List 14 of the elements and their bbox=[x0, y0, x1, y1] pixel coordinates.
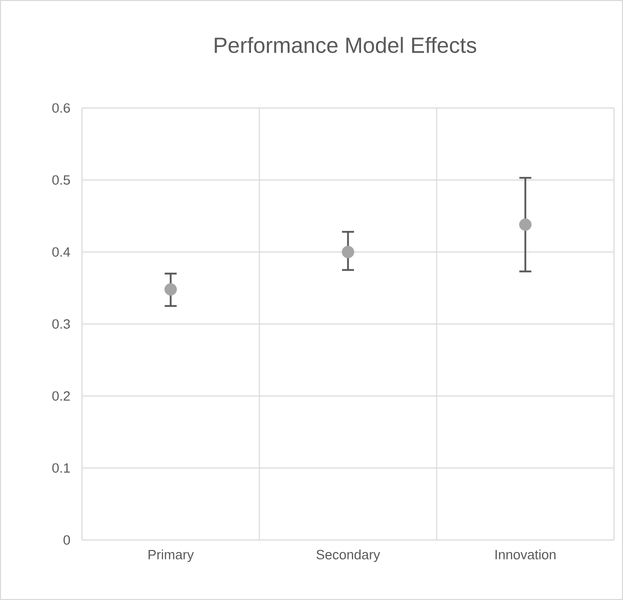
point bbox=[342, 246, 354, 258]
point bbox=[164, 283, 177, 296]
y-tick-label: 0.5 bbox=[52, 175, 70, 185]
y-tick-label: 0.6 bbox=[52, 103, 70, 113]
x-tick-label: Innovation bbox=[496, 550, 556, 560]
y-tick-label: 0.4 bbox=[52, 247, 70, 257]
y-tick-label: 0.3 bbox=[52, 319, 70, 329]
chart-title: Performance Model Effects bbox=[214, 36, 476, 54]
x-tick-label: Primary bbox=[148, 550, 194, 562]
y-tick-label: 0.1 bbox=[52, 463, 70, 473]
y-tick-label: 0.2 bbox=[52, 391, 70, 401]
y-tick-label: 0 bbox=[64, 535, 70, 545]
x-tick-label: Secondary bbox=[316, 550, 380, 562]
point bbox=[519, 218, 532, 231]
